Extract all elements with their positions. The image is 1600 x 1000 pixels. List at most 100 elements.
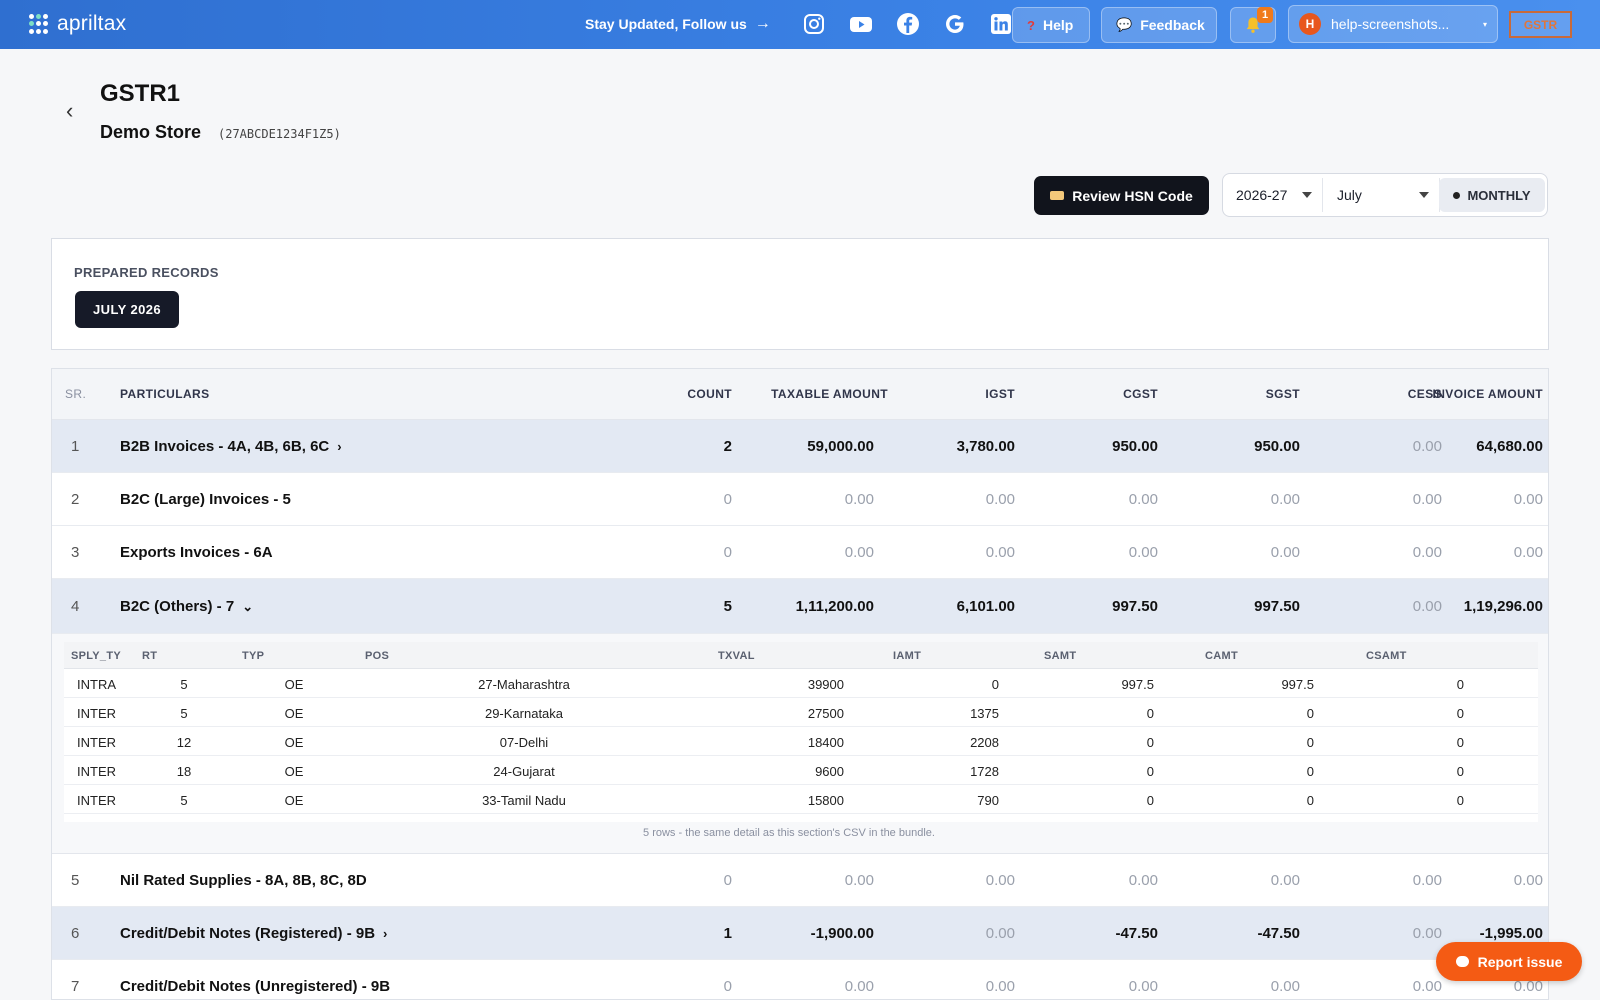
row-count: 0 xyxy=(723,872,732,889)
detail-header-csamt: CSAMT xyxy=(1366,650,1407,662)
row-cess: 0.00 xyxy=(1412,925,1442,942)
row-cess: 0.00 xyxy=(1412,438,1442,455)
month-select[interactable]: July xyxy=(1324,178,1440,212)
tag-icon xyxy=(1050,191,1065,200)
header-igst: IGST xyxy=(985,387,1015,401)
feedback-button[interactable]: 💬 Feedback xyxy=(1101,7,1217,43)
row-sr: 1 xyxy=(71,438,80,455)
row-igst: 0.00 xyxy=(985,872,1015,889)
row-particulars: B2C (Others) - 7 ⌄ xyxy=(120,598,253,615)
row-particulars: B2C (Large) Invoices - 5 xyxy=(120,491,291,508)
row-taxable: 59,000.00 xyxy=(807,438,874,455)
detail-rt: 5 xyxy=(180,793,188,808)
review-hsn-button[interactable]: Review HSN Code xyxy=(1034,176,1209,215)
detail-sply-ty: INTER xyxy=(77,735,116,750)
frequency-label: MONTHLY xyxy=(1467,187,1531,203)
row-cgst: 0.00 xyxy=(1128,872,1158,889)
back-button[interactable]: ‹ xyxy=(66,98,74,123)
detail-csamt: 0 xyxy=(1456,793,1464,808)
row-count: 0 xyxy=(723,491,732,508)
row-particulars-label: Nil Rated Supplies - 8A, 8B, 8C, 8D xyxy=(120,872,367,889)
row-cgst: 997.50 xyxy=(1112,598,1158,615)
detail-typ: OE xyxy=(284,706,304,721)
table-row[interactable]: 1 B2B Invoices - 4A, 4B, 6B, 6C › 2 59,000.0… xyxy=(52,420,1548,473)
row-sgst: 0.00 xyxy=(1270,491,1300,508)
row-taxable: 0.00 xyxy=(844,978,874,995)
detail-sply-ty: INTER xyxy=(77,706,116,721)
detail-txval: 39900 xyxy=(807,677,844,692)
header-particulars: PARTICULARS xyxy=(120,387,210,401)
chevron-down-icon: ▾ xyxy=(1482,19,1487,29)
chat-bubble-icon xyxy=(1455,956,1469,967)
header-count: COUNT xyxy=(687,387,732,401)
detail-samt: 0 xyxy=(1146,706,1154,721)
detail-csamt: 0 xyxy=(1456,677,1464,692)
row-invoice: 64,680.00 xyxy=(1476,438,1543,455)
follow-us-text: Stay Updated, Follow us → xyxy=(585,15,771,33)
detail-txval: 18400 xyxy=(807,735,844,750)
detail-rt: 12 xyxy=(176,735,192,750)
chevron-right-icon[interactable]: › xyxy=(337,439,342,454)
detail-camt: 997.5 xyxy=(1281,677,1314,692)
detail-sply-ty: INTER xyxy=(77,793,116,808)
product-tag[interactable]: GSTR xyxy=(1509,11,1572,38)
detail-camt: 0 xyxy=(1306,735,1314,750)
table-row: 2 B2C (Large) Invoices - 5 0 0.00 0.00 0.00 0.… xyxy=(52,473,1548,526)
row-invoice: 0.00 xyxy=(1513,872,1543,889)
detail-row: INTER 5 OE 29-Karnataka 27500 1375 0 0 0 xyxy=(64,698,1538,727)
detail-pos: 24-Gujarat xyxy=(493,764,555,779)
store-name: Demo Store xyxy=(100,122,202,142)
row-taxable: 0.00 xyxy=(844,872,874,889)
row-sgst: 950.00 xyxy=(1254,438,1300,455)
instagram-icon[interactable] xyxy=(802,12,826,36)
table-row[interactable]: 4 B2C (Others) - 7 ⌄ 5 1,11,200.00 6,101.00 99… xyxy=(52,579,1548,634)
row-sr: 5 xyxy=(71,872,80,889)
detail-header-camt: CAMT xyxy=(1205,650,1238,662)
row-count: 0 xyxy=(723,978,732,995)
row-particulars-label: B2B Invoices - 4A, 4B, 6B, 6C xyxy=(120,438,330,455)
chevron-down-icon[interactable]: ⌄ xyxy=(242,599,254,614)
brand-logo[interactable]: apriltax xyxy=(29,12,126,36)
detail-typ: OE xyxy=(284,735,304,750)
detail-typ: OE xyxy=(284,764,304,779)
table-row: 7 Credit/Debit Notes (Unregistered) - 9B 0… xyxy=(52,960,1548,999)
row-sgst: -47.50 xyxy=(1257,925,1300,942)
user-label: help-screenshots... xyxy=(1331,16,1450,32)
monthly-toggle[interactable]: MONTHLY xyxy=(1439,178,1545,212)
detail-header: SPLY_TY RT TYP POS TXVAL IAMT SAMT CAMT … xyxy=(64,642,1538,669)
detail-header-typ: TYP xyxy=(242,650,265,662)
detail-pos: 29-Karnataka xyxy=(484,706,564,721)
page-title: GSTR1 xyxy=(100,80,181,107)
row-igst: 0.00 xyxy=(985,544,1015,561)
detail-samt: 997.5 xyxy=(1121,677,1154,692)
table-row: 5 Nil Rated Supplies - 8A, 8B, 8C, 8D 0 0.0… xyxy=(52,854,1548,907)
chevron-right-icon[interactable]: › xyxy=(383,926,388,941)
facebook-icon[interactable] xyxy=(896,12,920,36)
prepared-period-chip[interactable]: JULY 2026 xyxy=(75,291,179,328)
year-select[interactable]: 2026-27 xyxy=(1223,178,1323,212)
header-cgst: CGST xyxy=(1123,387,1158,401)
detail-row: INTER 5 OE 33-Tamil Nadu 15800 790 0 0 0 xyxy=(64,785,1538,814)
row-particulars-label: Credit/Debit Notes (Unregistered) - 9B xyxy=(120,978,391,995)
row-invoice: 0.00 xyxy=(1513,491,1543,508)
user-menu[interactable]: H help-screenshots... ▾ xyxy=(1288,5,1498,43)
detail-header-samt: SAMT xyxy=(1044,650,1077,662)
detail-txval: 27500 xyxy=(807,706,844,721)
detail-csamt: 0 xyxy=(1456,735,1464,750)
radio-dot-icon xyxy=(1453,191,1461,199)
youtube-icon[interactable] xyxy=(849,12,873,36)
detail-txval: 15800 xyxy=(807,793,844,808)
google-icon[interactable] xyxy=(943,12,967,36)
avatar: H xyxy=(1299,13,1321,35)
report-issue-button[interactable]: Report issue xyxy=(1436,942,1582,981)
table-row: 3 Exports Invoices - 6A 0 0.00 0.00 0.00 0.00 0… xyxy=(52,526,1548,579)
notifications-button[interactable]: 1 xyxy=(1230,7,1276,43)
table-row[interactable]: 6 Credit/Debit Notes (Registered) - 9B › 1 -… xyxy=(52,907,1548,960)
apriltax-logo-icon xyxy=(29,14,49,34)
prepared-records-panel: PREPARED RECORDS JULY 2026 xyxy=(51,238,1549,350)
row-particulars: Nil Rated Supplies - 8A, 8B, 8C, 8D xyxy=(120,872,367,889)
help-button[interactable]: ? Help xyxy=(1012,7,1090,43)
header-invoice: INVOICE AMOUNT xyxy=(1432,387,1543,401)
linkedin-icon[interactable] xyxy=(989,12,1013,36)
detail-row: INTER 18 OE 24-Gujarat 9600 1728 0 0 0 xyxy=(64,756,1538,785)
